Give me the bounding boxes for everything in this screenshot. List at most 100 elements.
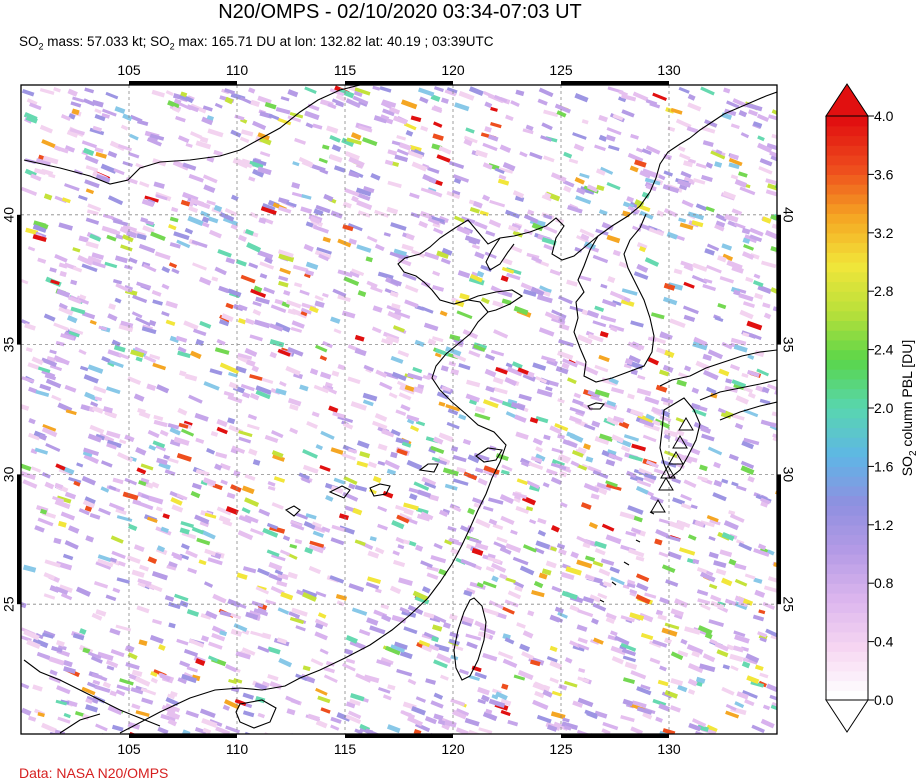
so2-pixel bbox=[142, 263, 157, 273]
so2-pixel bbox=[106, 386, 121, 395]
so2-pixel bbox=[233, 678, 243, 684]
so2-pixel bbox=[316, 246, 332, 255]
colorbar-tick-label: 3.2 bbox=[874, 225, 894, 241]
so2-pixel bbox=[693, 336, 708, 347]
so2-pixel bbox=[131, 569, 145, 578]
so2-pixel bbox=[442, 621, 451, 629]
so2-pixel bbox=[109, 360, 124, 368]
so2-pixel bbox=[206, 447, 216, 455]
so2-pixel bbox=[28, 432, 41, 441]
so2-pixel bbox=[21, 376, 35, 384]
so2-pixel bbox=[42, 155, 59, 165]
so2-pixel bbox=[657, 173, 666, 181]
so2-pixel bbox=[115, 689, 126, 697]
so2-pixel bbox=[734, 701, 745, 709]
so2-pixel bbox=[482, 162, 493, 170]
so2-pixel bbox=[703, 278, 713, 284]
so2-pixel bbox=[152, 362, 167, 371]
so2-pixel bbox=[58, 302, 68, 310]
so2-pixel bbox=[165, 696, 179, 707]
so2-pixel bbox=[250, 527, 264, 536]
so2-pixel bbox=[332, 411, 347, 419]
so2-pixel bbox=[363, 185, 375, 193]
so2-pixel bbox=[551, 447, 564, 454]
so2-pixel bbox=[707, 446, 723, 456]
so2-pixel bbox=[605, 617, 615, 625]
so2-pixel bbox=[367, 461, 377, 469]
so2-pixel bbox=[529, 151, 543, 160]
so2-pixel bbox=[112, 477, 124, 485]
so2-pixel bbox=[490, 349, 505, 357]
so2-pixel bbox=[82, 499, 96, 509]
so2-pixel bbox=[27, 362, 40, 370]
so2-pixel bbox=[413, 148, 425, 157]
triangle-outline-icon bbox=[660, 465, 676, 479]
so2-pixel bbox=[705, 570, 714, 577]
so2-pixel bbox=[753, 577, 763, 584]
so2-pixel bbox=[406, 418, 415, 425]
so2-pixel bbox=[714, 642, 729, 652]
so2-pixel bbox=[741, 440, 755, 450]
so2-pixel bbox=[315, 344, 328, 353]
so2-pixel bbox=[242, 692, 254, 700]
so2-pixel bbox=[239, 136, 250, 144]
so2-pixel bbox=[456, 708, 470, 716]
so2-pixel bbox=[84, 496, 96, 504]
so2-pixel bbox=[107, 313, 118, 322]
so2-pixel bbox=[333, 328, 342, 334]
so2-pixel bbox=[366, 235, 378, 243]
so2-pixel bbox=[454, 299, 465, 308]
so2-pixel bbox=[465, 633, 482, 641]
so2-pixel bbox=[626, 196, 635, 203]
so2-pixel bbox=[202, 727, 212, 734]
so2-pixel bbox=[347, 448, 358, 454]
so2-pixel bbox=[135, 447, 147, 456]
so2-pixel bbox=[24, 322, 36, 331]
colorbar-segment bbox=[826, 622, 868, 633]
so2-pixel bbox=[728, 162, 740, 170]
so2-pixel bbox=[303, 243, 314, 252]
so2-pixel bbox=[432, 284, 445, 292]
so2-pixel bbox=[180, 520, 195, 529]
so2-pixel bbox=[21, 682, 30, 690]
so2-pixel bbox=[210, 430, 219, 437]
so2-pixel bbox=[165, 319, 176, 327]
so2-pixel bbox=[92, 125, 103, 132]
so2-pixel bbox=[507, 590, 522, 600]
so2-pixel bbox=[484, 353, 496, 361]
so2-pixel bbox=[387, 684, 396, 691]
so2-pixel bbox=[522, 289, 537, 297]
so2-pixel bbox=[252, 300, 262, 307]
so2-pixel bbox=[294, 137, 307, 145]
so2-pixel bbox=[55, 561, 73, 571]
so2-pixel bbox=[268, 113, 280, 121]
so2-pixel bbox=[95, 151, 107, 159]
so2-pixel bbox=[322, 292, 329, 298]
so2-pixel bbox=[202, 174, 218, 184]
so2-pixel bbox=[207, 128, 224, 138]
so2-pixel bbox=[136, 605, 150, 614]
so2-pixel bbox=[58, 305, 74, 316]
so2-pixel bbox=[475, 149, 488, 159]
so2-pixel bbox=[645, 459, 659, 469]
so2-pixel bbox=[222, 519, 233, 527]
so2-pixel bbox=[253, 608, 269, 617]
so2-pixel bbox=[58, 222, 73, 231]
colorbar-segment bbox=[826, 651, 868, 662]
so2-pixel bbox=[225, 257, 236, 265]
so2-pixel bbox=[584, 555, 596, 562]
so2-pixel bbox=[214, 102, 223, 109]
colorbar-segment bbox=[826, 446, 868, 458]
so2-pixel bbox=[748, 109, 758, 117]
so2-pixel bbox=[184, 373, 198, 382]
so2-pixel bbox=[182, 162, 197, 171]
so2-pixel bbox=[568, 158, 579, 164]
so2-pixel bbox=[90, 401, 99, 408]
so2-pixel bbox=[89, 127, 105, 136]
so2-pixel bbox=[191, 239, 208, 249]
so2-pixel bbox=[41, 369, 56, 378]
so2-pixel bbox=[278, 280, 289, 288]
so2-pixel bbox=[44, 559, 61, 568]
so2-pixel bbox=[255, 389, 271, 400]
so2-pixel bbox=[590, 395, 603, 402]
